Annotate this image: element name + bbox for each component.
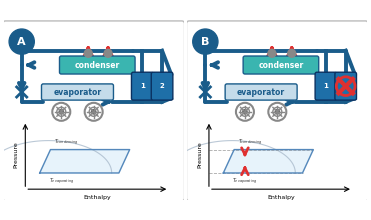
Polygon shape: [40, 150, 130, 173]
Circle shape: [92, 110, 96, 114]
Text: A: A: [17, 37, 26, 47]
Text: Pressure: Pressure: [14, 142, 19, 168]
Text: $\mathit{T_{condensing}}$: $\mathit{T_{condensing}}$: [238, 138, 262, 148]
Text: $\mathit{T_{evaporating}}$: $\mathit{T_{evaporating}}$: [49, 177, 74, 187]
Circle shape: [9, 29, 34, 54]
Polygon shape: [223, 150, 313, 173]
FancyBboxPatch shape: [131, 72, 153, 100]
Text: 1: 1: [140, 83, 145, 89]
Text: B: B: [201, 37, 210, 47]
Text: $\mathit{T_{evaporating}}$: $\mathit{T_{evaporating}}$: [232, 177, 258, 187]
Text: Enthalpy: Enthalpy: [83, 194, 111, 200]
FancyBboxPatch shape: [335, 72, 357, 100]
FancyBboxPatch shape: [187, 21, 368, 201]
Text: evaporator: evaporator: [237, 88, 285, 97]
Circle shape: [275, 110, 279, 114]
Text: condenser: condenser: [258, 61, 303, 70]
Circle shape: [243, 110, 247, 114]
FancyBboxPatch shape: [225, 84, 297, 100]
FancyBboxPatch shape: [3, 21, 184, 201]
Text: Enthalpy: Enthalpy: [267, 194, 295, 200]
Text: evaporator: evaporator: [53, 88, 102, 97]
Circle shape: [288, 49, 296, 57]
FancyBboxPatch shape: [151, 72, 173, 100]
Text: Pressure: Pressure: [197, 142, 203, 168]
Text: 1: 1: [324, 83, 328, 89]
Text: $\mathit{T_{condensing}}$: $\mathit{T_{condensing}}$: [54, 138, 79, 148]
Text: condenser: condenser: [75, 61, 120, 70]
Circle shape: [59, 110, 63, 114]
Text: 2: 2: [160, 83, 164, 89]
FancyBboxPatch shape: [42, 84, 114, 100]
FancyBboxPatch shape: [243, 56, 319, 74]
FancyBboxPatch shape: [315, 72, 337, 100]
Circle shape: [268, 49, 276, 57]
FancyBboxPatch shape: [59, 56, 135, 74]
Circle shape: [84, 49, 92, 57]
Circle shape: [104, 49, 112, 57]
Circle shape: [193, 29, 218, 54]
